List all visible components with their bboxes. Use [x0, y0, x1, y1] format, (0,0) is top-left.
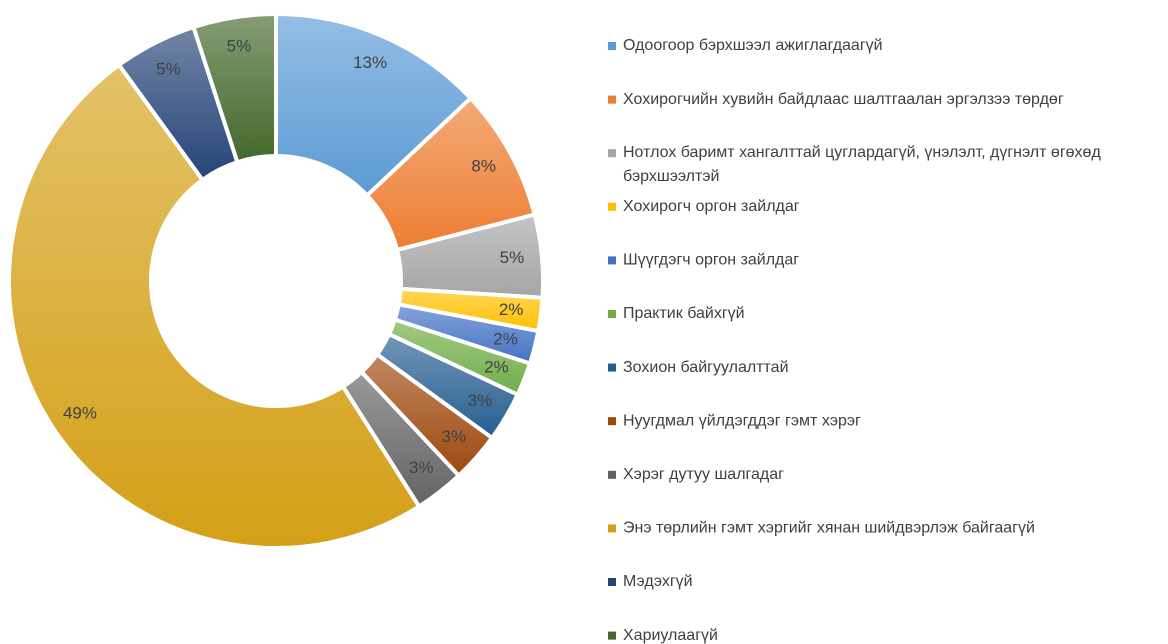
legend-swatch: [608, 310, 616, 318]
slice: [274, 11, 474, 199]
slice-label: 3%: [468, 391, 493, 410]
legend-label: Нотлох баримт хангалттай цуглардагүй, үн…: [623, 144, 1101, 185]
slice-label: 2%: [493, 329, 518, 348]
slice-label: 3%: [409, 458, 434, 477]
legend-label: Хохирогчийн хувийн байдлаас шалтгаалан э…: [623, 91, 1064, 108]
legend-swatch: [608, 631, 616, 640]
legend-label: Практик байхгүй: [623, 305, 745, 322]
legend-label: Мэдэхгүй: [623, 573, 693, 590]
legend-swatch: [608, 470, 616, 479]
legend-label: Зохион байгуулалттай: [623, 359, 789, 376]
legend-swatch: [608, 256, 616, 265]
legend-label: Хариулаагүй: [623, 627, 718, 644]
legend-label: Нуугдмал үйлдэгддэг гэмт хэрэг: [623, 412, 861, 429]
legend-label: Энэ төрлийн гэмт хэргийг хянан шийдвэрлэ…: [623, 520, 1035, 537]
legend-swatch: [608, 42, 616, 50]
legend-swatch: [608, 417, 616, 426]
legend-swatch: [608, 578, 616, 586]
slice-label: 5%: [500, 248, 525, 267]
legend-swatch: [608, 524, 616, 533]
slice-label: 3%: [441, 427, 466, 446]
legend-label: Одоогоор бэрхшээл ажиглагдаагүй: [623, 37, 883, 54]
slice-label: 8%: [471, 156, 496, 175]
slice-label: 2%: [484, 358, 509, 377]
legend-label: Хэрэг дутуу шалгадаг: [623, 466, 784, 483]
slice: [7, 62, 422, 550]
legend-label: Хохирогч оргон зайлдаг: [623, 198, 800, 215]
legend-swatch: [608, 363, 616, 372]
slice-label: 2%: [499, 300, 524, 319]
legend-swatch: [608, 149, 616, 158]
legend-swatch: [608, 95, 616, 104]
slice: [190, 11, 278, 165]
slice-label: 13%: [353, 53, 387, 72]
legend-label: Шүүгдэгч оргон зайлдаг: [623, 252, 799, 269]
slice-label: 5%: [227, 36, 252, 55]
slice-label: 5%: [156, 59, 181, 78]
legend-swatch: [608, 202, 616, 211]
slice-label: 49%: [63, 404, 97, 423]
